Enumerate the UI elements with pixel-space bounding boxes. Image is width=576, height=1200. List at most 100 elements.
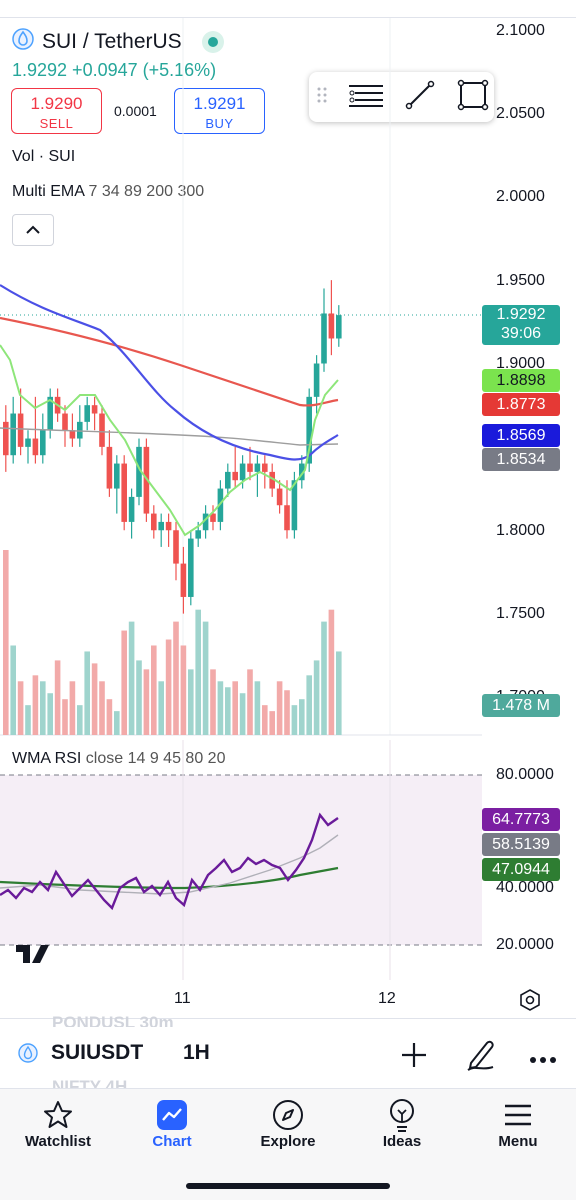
candle-body — [151, 513, 157, 531]
rsi-axis-label: 20.0000 — [496, 936, 554, 953]
candle-body — [114, 463, 120, 489]
collapse-indicators-button[interactable] — [12, 214, 54, 246]
ema-indicator-label[interactable]: Multi EMA 7 34 89 200 300 — [12, 183, 204, 201]
bottom-navigation: Watchlist Chart Explore Ideas Menu — [0, 1088, 576, 1200]
buy-price: 1.9291 — [193, 94, 246, 113]
candle-body — [188, 538, 194, 597]
price-chart[interactable] — [0, 0, 576, 740]
time-axis-label: 11 — [174, 990, 191, 1007]
rsi-wma-tag: 58.5139 — [482, 833, 560, 856]
ema-params: 7 34 89 200 300 — [88, 183, 205, 200]
volume-bar — [232, 681, 238, 735]
candle-body — [321, 313, 327, 364]
volume-bar — [306, 675, 312, 735]
candle-body — [306, 396, 312, 464]
interval-selector[interactable]: 1H — [183, 1041, 210, 1064]
rsi-value-tag: 64.7773 — [482, 808, 560, 831]
rectangle-icon[interactable] — [457, 79, 489, 116]
trend-line-icon[interactable] — [405, 80, 435, 115]
volume-bar — [188, 669, 194, 735]
candle-body — [128, 496, 135, 522]
volume-bar — [269, 711, 275, 735]
volume-bar — [276, 681, 283, 735]
volume-bar — [173, 621, 179, 735]
nav-ideas-label: Ideas — [382, 1133, 422, 1150]
rsi-band — [0, 775, 482, 945]
nav-explore[interactable]: Explore — [238, 1097, 338, 1150]
rsi-indicator-label[interactable]: WMA RSI close 14 9 45 80 20 — [12, 750, 225, 768]
rsi-axis-label: 80.0000 — [496, 766, 554, 783]
rsi-chart[interactable] — [0, 740, 576, 980]
volume-bar — [151, 645, 157, 735]
ema-name: Multi EMA — [12, 183, 85, 200]
star-icon — [8, 1097, 108, 1133]
nav-watchlist-label: Watchlist — [24, 1133, 92, 1150]
ema-gray-tag: 1.8534 — [482, 448, 560, 471]
candle-body — [173, 530, 179, 564]
nav-menu[interactable]: Menu — [468, 1097, 568, 1150]
candle-body — [202, 513, 209, 531]
candle-body — [106, 446, 113, 489]
ticker-selector[interactable]: SUIUSDT — [51, 1041, 144, 1064]
sell-button[interactable]: 1.9290 SELL — [11, 88, 102, 134]
volume-bar — [54, 660, 61, 735]
candle-body — [47, 396, 53, 431]
volume-bar — [247, 669, 253, 735]
volume-bar — [225, 687, 231, 735]
volume-bar — [17, 681, 24, 735]
candle-body — [165, 521, 172, 531]
more-icon[interactable] — [529, 1051, 557, 1069]
ghost-symbol-below: NIFTY 4H — [52, 1077, 128, 1089]
rsi-ema-tag: 47.0944 — [482, 858, 560, 881]
price-change: 1.9292 +0.0947 (+5.16%) — [12, 60, 217, 80]
price-axis-label: 1.9500 — [496, 272, 545, 289]
sell-label: SELL — [39, 116, 74, 131]
price-axis-label: 1.8000 — [496, 522, 545, 539]
candle-body — [84, 405, 90, 422]
buy-button[interactable]: 1.9291 BUY — [174, 88, 265, 134]
top-divider — [0, 17, 576, 18]
lightbulb-icon — [352, 1097, 452, 1133]
volume-bar — [254, 681, 261, 735]
drag-handle-icon[interactable] — [317, 86, 327, 109]
volume-bar — [91, 663, 98, 735]
candle-body — [225, 471, 231, 489]
volume-bar — [313, 660, 320, 735]
volume-bar — [136, 660, 142, 735]
candle-body — [40, 430, 46, 456]
nav-watchlist[interactable]: Watchlist — [8, 1097, 108, 1150]
volume-bar — [239, 693, 246, 735]
hamburger-menu-icon — [468, 1097, 568, 1133]
volume-bar — [195, 609, 201, 735]
volume-bar — [62, 699, 68, 735]
candle-body — [17, 413, 24, 447]
candle-body — [3, 421, 9, 456]
rsi-params: close 14 9 45 80 20 — [85, 750, 226, 767]
last-price-tag: 1.9292 39:06 — [482, 305, 560, 345]
rsi-line — [0, 812, 339, 911]
chart-settings-icon[interactable] — [519, 989, 541, 1016]
symbol-header[interactable]: SUI / TetherUS — [12, 28, 224, 55]
chevron-up-icon — [26, 225, 40, 234]
nav-ideas[interactable]: Ideas — [352, 1097, 452, 1150]
symbol-bar: PONDUSL 30m SUIUSDT 1H NIFTY 4H — [0, 1013, 576, 1089]
sell-price: 1.9290 — [30, 94, 83, 113]
add-icon[interactable] — [400, 1041, 428, 1074]
candle-body — [291, 480, 298, 531]
volume-bar — [299, 699, 305, 735]
candle-body — [25, 438, 31, 447]
time-axis-label: 12 — [378, 990, 396, 1007]
pencil-draw-icon[interactable] — [465, 1037, 497, 1076]
sui-logo-icon — [12, 28, 34, 55]
nav-chart[interactable]: Chart — [122, 1097, 222, 1150]
home-indicator — [186, 1183, 390, 1189]
ema7-line — [0, 344, 339, 537]
rsi-axis-label: 40.0000 — [496, 879, 554, 896]
volume-bar — [328, 609, 335, 735]
candle-body — [99, 413, 105, 447]
horizontal-lines-icon[interactable] — [349, 82, 383, 113]
volume-indicator-label[interactable]: Vol · SUI — [12, 148, 76, 165]
candle-body — [313, 363, 320, 397]
candle-body — [239, 463, 246, 481]
volume-bar — [143, 669, 150, 735]
